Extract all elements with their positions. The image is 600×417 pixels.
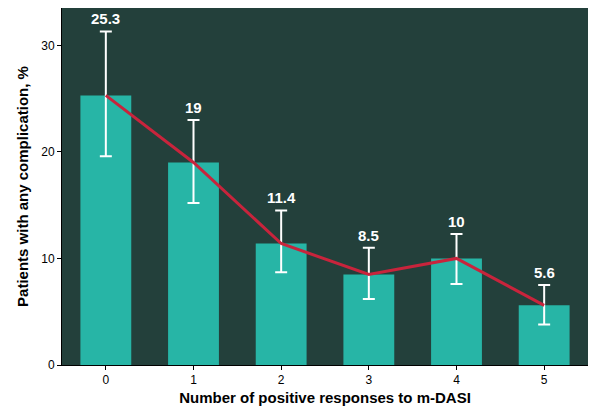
svg-text:0: 0 xyxy=(102,373,109,387)
svg-text:Number of positive responses t: Number of positive responses to m-DASI xyxy=(179,389,471,406)
svg-text:25.3: 25.3 xyxy=(91,10,120,27)
svg-text:1: 1 xyxy=(190,373,197,387)
svg-text:20: 20 xyxy=(41,145,55,159)
svg-text:5.6: 5.6 xyxy=(534,264,555,281)
svg-text:19: 19 xyxy=(185,99,202,116)
svg-text:11.4: 11.4 xyxy=(267,189,296,206)
svg-text:3: 3 xyxy=(365,373,372,387)
svg-text:0: 0 xyxy=(48,358,55,372)
svg-text:8.5: 8.5 xyxy=(358,227,379,244)
svg-text:2: 2 xyxy=(278,373,285,387)
svg-text:Patients with any complication: Patients with any complication, % xyxy=(14,66,31,307)
svg-text:4: 4 xyxy=(453,373,460,387)
svg-text:10: 10 xyxy=(448,213,465,230)
svg-text:5: 5 xyxy=(541,373,548,387)
svg-text:10: 10 xyxy=(41,252,55,266)
svg-text:30: 30 xyxy=(41,39,55,53)
